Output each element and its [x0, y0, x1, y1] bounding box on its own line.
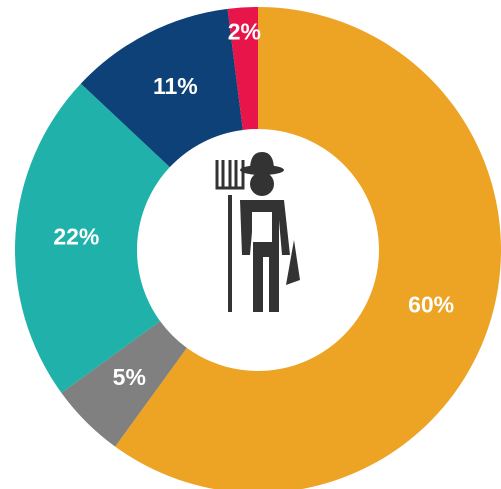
- value-label: 60%: [408, 291, 454, 317]
- slices: [15, 7, 501, 489]
- slice: [61, 321, 187, 447]
- slice: [80, 8, 243, 168]
- slice: [115, 7, 501, 489]
- slice: [15, 83, 170, 393]
- value-label: 22%: [53, 224, 99, 250]
- value-label: 2%: [228, 19, 261, 45]
- slice: [227, 7, 258, 130]
- value-label: 5%: [113, 364, 146, 390]
- value-label: 11%: [153, 73, 198, 99]
- farmer-icon: [215, 152, 300, 312]
